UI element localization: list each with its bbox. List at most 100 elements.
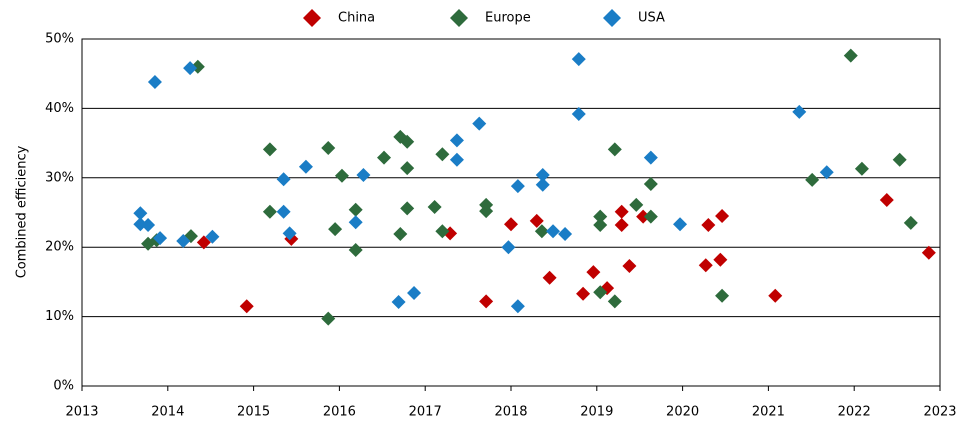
point <box>510 179 525 194</box>
point <box>133 217 148 232</box>
point <box>558 227 573 242</box>
point <box>276 172 291 187</box>
point <box>141 217 156 232</box>
point <box>715 288 730 303</box>
point <box>713 252 728 267</box>
plot-frame <box>81 38 941 387</box>
point <box>153 231 168 246</box>
point <box>427 199 442 214</box>
legend-label: Europe <box>485 11 531 26</box>
x-tick-label: 2019 <box>580 405 613 420</box>
point <box>571 52 586 67</box>
x-tick-label: 2021 <box>752 405 785 420</box>
point <box>504 217 518 232</box>
point <box>768 288 783 303</box>
point <box>262 204 277 219</box>
point <box>535 177 550 192</box>
point <box>673 217 688 232</box>
point <box>643 150 658 165</box>
x-tick-label: 2018 <box>494 405 527 420</box>
point <box>879 193 894 208</box>
x-tick-label: 2022 <box>838 405 871 420</box>
x-tick-label: 2017 <box>409 405 442 420</box>
point <box>629 197 644 212</box>
point <box>147 75 162 90</box>
point <box>262 142 277 157</box>
point <box>356 168 371 183</box>
point <box>435 224 450 239</box>
y-tick-label: 20% <box>45 240 74 255</box>
point <box>698 258 713 273</box>
point <box>449 152 464 167</box>
point <box>400 161 415 176</box>
point <box>805 172 820 187</box>
point <box>377 150 392 165</box>
point <box>892 152 907 167</box>
point <box>643 177 658 192</box>
x-tick-label: 2014 <box>151 405 184 420</box>
point <box>571 106 586 121</box>
point <box>391 295 406 310</box>
point <box>239 299 254 314</box>
point <box>321 311 336 326</box>
point <box>607 142 622 157</box>
point <box>282 226 297 241</box>
point <box>903 215 918 230</box>
point <box>535 168 550 183</box>
point <box>854 161 869 176</box>
legend-marker <box>303 9 321 27</box>
y-tick-label: 30% <box>45 170 74 185</box>
point <box>636 209 651 224</box>
point <box>479 294 494 309</box>
point <box>183 61 198 76</box>
point <box>701 217 716 232</box>
point <box>843 48 858 63</box>
point <box>407 286 422 301</box>
point <box>328 222 343 237</box>
legend-label: USA <box>638 11 665 26</box>
point <box>607 294 622 309</box>
point <box>501 240 516 255</box>
legend-label: China <box>338 11 375 26</box>
legend-marker <box>450 9 468 27</box>
y-tick-label: 40% <box>45 101 74 116</box>
point <box>715 208 730 223</box>
point <box>321 140 336 155</box>
y-tick-label: 0% <box>53 379 74 394</box>
point <box>576 286 591 301</box>
point <box>614 204 629 219</box>
point <box>393 227 408 242</box>
point <box>276 204 291 219</box>
point <box>176 233 191 248</box>
point <box>643 209 658 224</box>
point <box>400 134 415 149</box>
point <box>348 202 363 217</box>
point <box>298 159 313 174</box>
point <box>196 235 211 250</box>
point <box>510 299 525 314</box>
point <box>542 270 557 285</box>
point <box>133 206 148 221</box>
point <box>348 242 363 257</box>
y-tick-label: 50% <box>45 32 74 47</box>
point <box>546 224 561 239</box>
point <box>614 217 629 232</box>
x-tick-label: 2020 <box>666 405 699 420</box>
point <box>334 168 349 183</box>
point <box>586 265 601 280</box>
x-tick-label: 2023 <box>923 405 956 420</box>
point <box>472 116 487 131</box>
point <box>921 245 936 260</box>
x-tick-label: 2015 <box>237 405 270 420</box>
point <box>449 133 464 148</box>
point <box>205 229 220 244</box>
y-tick-label: 10% <box>45 309 74 324</box>
y-axis-label: Combined efficiency <box>15 145 30 278</box>
point <box>435 147 450 162</box>
x-tick-label: 2016 <box>323 405 356 420</box>
point <box>593 217 608 232</box>
point <box>593 209 608 224</box>
point <box>593 285 608 300</box>
point <box>622 258 637 273</box>
